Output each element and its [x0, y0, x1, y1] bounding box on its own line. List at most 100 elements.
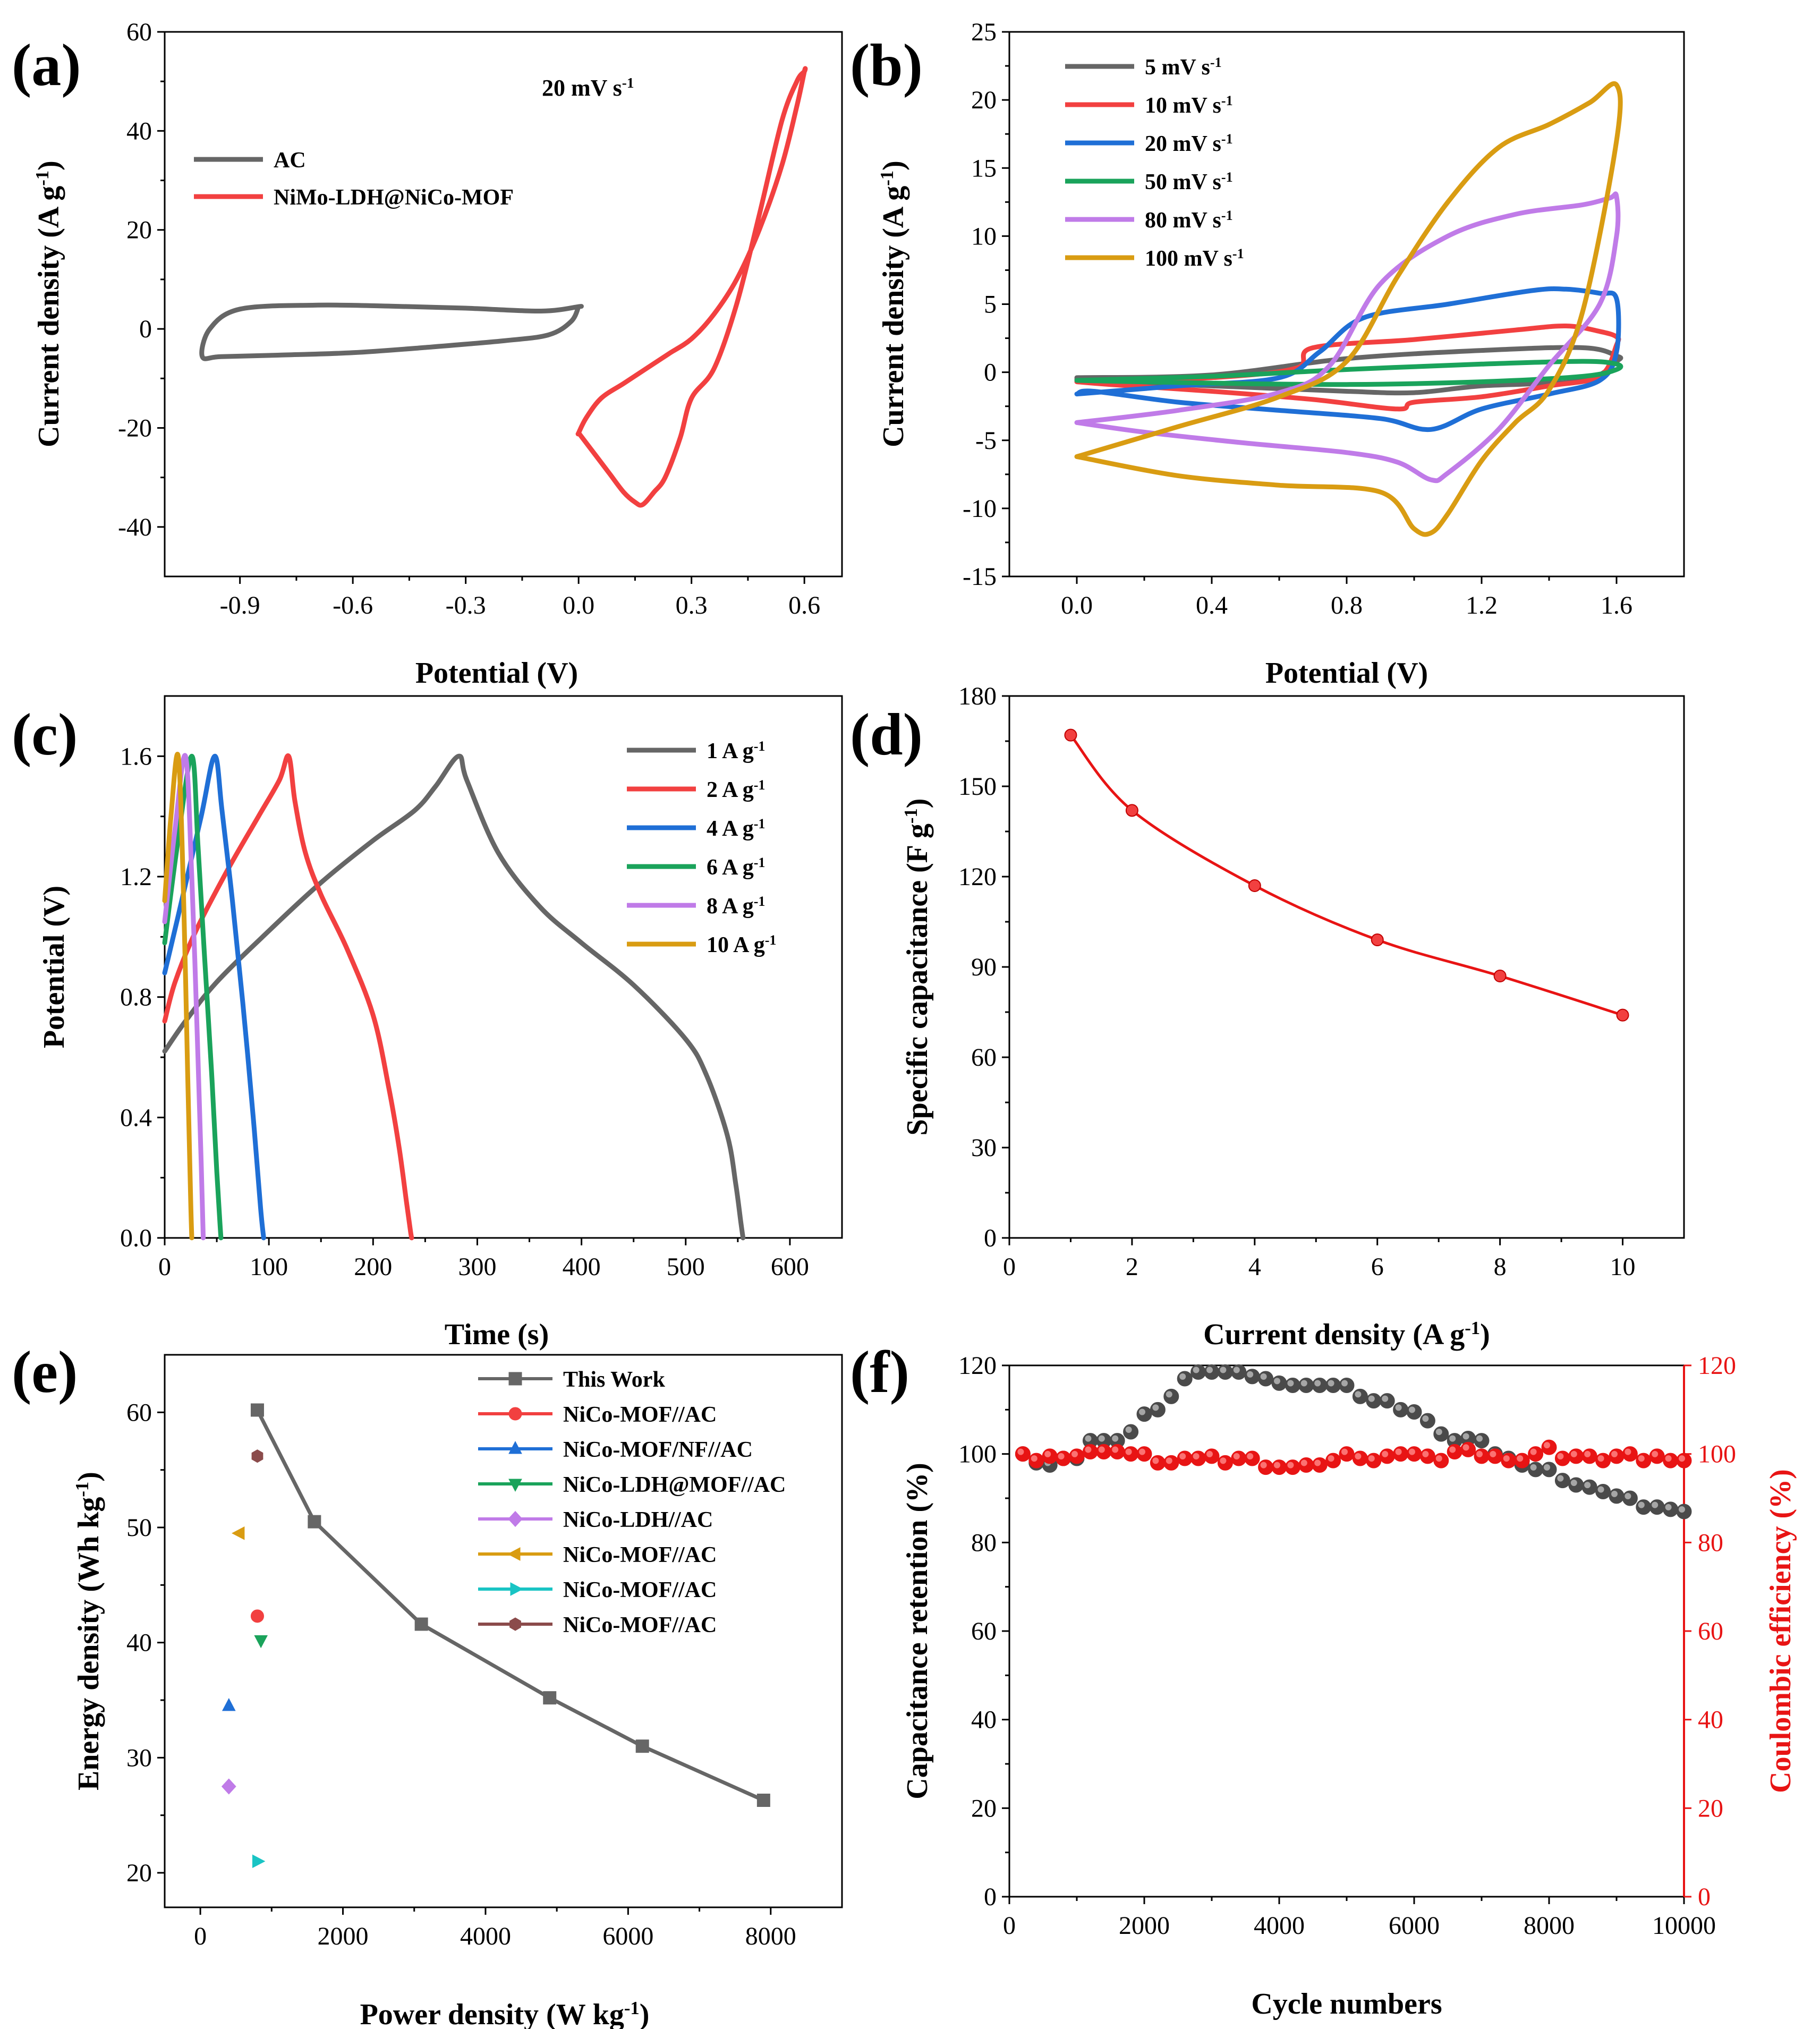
y-tick-label: 30: [971, 1134, 997, 1162]
y-tick-label: 20: [126, 216, 152, 244]
data-point-highlight: [1017, 1448, 1024, 1455]
data-point-highlight: [1193, 1453, 1200, 1459]
x-tick-label: 2000: [1119, 1912, 1170, 1940]
data-point-highlight: [1611, 1490, 1618, 1497]
x-tick-label: 2: [1126, 1253, 1138, 1281]
legend-marker: [508, 1510, 523, 1527]
y-tick-label: 0.8: [120, 983, 152, 1012]
text-segment: 80 mV s: [1145, 208, 1221, 233]
x-axis-title: Cycle numbers: [1251, 1988, 1442, 2020]
y-tick-label: 0: [984, 1224, 997, 1252]
y-tick-label: 40: [971, 1706, 997, 1734]
text-segment: NiCo-LDH//AC: [563, 1508, 713, 1532]
x-tick-label: 4000: [1254, 1912, 1305, 1940]
plot-frame: [1008, 695, 1685, 1239]
text-segment: NiCo-MOF//AC: [563, 1543, 717, 1567]
legend-label: NiMo-LDH@NiCo-MOF: [274, 185, 514, 210]
legend-label: NiCo-MOF//AC: [563, 1578, 717, 1602]
plot-data: [1074, 81, 1623, 537]
data-point-highlight: [1382, 1395, 1389, 1402]
x-tick-label: 8000: [1524, 1912, 1575, 1940]
data-point-highlight: [1435, 1429, 1442, 1436]
series-line-0: [256, 1409, 764, 1802]
x-tick-label: 10000: [1652, 1912, 1716, 1940]
text-segment: 10 mV s: [1145, 94, 1221, 118]
y-axis-title: Current density (A g-1): [877, 160, 911, 447]
series-line-0: [1069, 734, 1624, 1017]
legend-marker: [508, 1372, 522, 1386]
y-tick-label: 120: [958, 1352, 997, 1380]
data-point-highlight: [1503, 1455, 1510, 1462]
data-point: [254, 1635, 268, 1649]
x-tick-label: 300: [458, 1253, 496, 1281]
plot-data: [199, 66, 808, 508]
data-point: [222, 1697, 236, 1711]
superscript: -1: [900, 808, 921, 824]
text-segment: 4 A g: [707, 817, 754, 841]
y-right-tick-label: 100: [1698, 1440, 1736, 1468]
data-point-highlight: [1409, 1448, 1415, 1455]
data-point-highlight: [1625, 1448, 1631, 1455]
data-point-highlight: [1462, 1444, 1469, 1451]
text-segment: 100 mV s: [1145, 247, 1232, 271]
data-point-highlight: [1328, 1380, 1334, 1387]
data-point: [251, 1449, 263, 1463]
data-point-highlight: [1206, 1366, 1213, 1373]
data-point-highlight: [1476, 1435, 1483, 1442]
data-point-highlight: [1638, 1501, 1645, 1508]
data-point: [1248, 879, 1261, 892]
y-axis-title: Potential (V): [38, 886, 71, 1048]
data-point-highlight: [1435, 1455, 1442, 1462]
y-tick-label: 80: [971, 1529, 997, 1557]
legend-label: 4 A g-1: [707, 816, 765, 842]
data-point-highlight: [1152, 1457, 1159, 1464]
x-tick-label: 0: [158, 1253, 171, 1281]
data-point-highlight: [1355, 1453, 1362, 1459]
data-point-highlight: [1382, 1450, 1389, 1457]
legend-label: 50 mV s-1: [1145, 169, 1233, 195]
legend-marker: [510, 1582, 523, 1596]
text-segment: 1 A g: [707, 739, 754, 763]
series-line-5: [162, 752, 194, 1241]
data-point: [1371, 933, 1384, 946]
panel-e: 0 2000 4000 6000 8000 20 30 40 50 60 Power density…: [12, 1339, 843, 2029]
y-right-tick-label: 120: [1698, 1352, 1736, 1380]
panel-label: (a): [12, 32, 81, 98]
series-line-5: [1074, 81, 1623, 537]
superscript: -1: [1221, 169, 1233, 185]
superscript: -1: [765, 932, 777, 948]
x-tick-label: 0.3: [676, 591, 708, 619]
y-tick-label: 15: [971, 154, 997, 182]
data-point: [1125, 804, 1138, 817]
series-line-3: [1074, 359, 1623, 387]
text-segment: Current density (A g: [877, 186, 910, 447]
y-right-tick-label: 40: [1698, 1706, 1723, 1734]
y-axis-title: Energy density (Wh kg-1): [72, 1472, 106, 1790]
data-point: [252, 1854, 266, 1869]
series-line-2: [1074, 286, 1621, 432]
y-tick-label: 120: [958, 863, 997, 891]
y-tick-label: 20: [126, 1859, 152, 1887]
y-axis-title: Specific capacitance (F g-1): [900, 799, 934, 1136]
superscript: -1: [754, 738, 766, 754]
series-line-1: [575, 66, 808, 508]
y-tick-label: 30: [126, 1744, 152, 1772]
x-tick-label: -0.6: [333, 591, 373, 619]
y-tick-label: 90: [971, 953, 997, 981]
data-point-highlight: [1044, 1450, 1051, 1457]
y-right-axis-title: Coulombic efficiency (%): [1764, 1469, 1797, 1793]
y-tick-label: 0: [984, 359, 997, 387]
data-point-highlight: [1300, 1380, 1307, 1387]
data-point-highlight: [1665, 1504, 1672, 1510]
data-point-highlight: [1300, 1459, 1307, 1466]
data-point-highlight: [1085, 1435, 1092, 1442]
x-axis-title: Power density (W kg-1): [360, 1998, 650, 2029]
y-tick-label: 60: [971, 1043, 997, 1072]
data-point-highlight: [1597, 1455, 1604, 1462]
x-tick-label: 6: [1371, 1253, 1384, 1281]
x-tick-label: 8000: [745, 1922, 796, 1950]
x-tick-label: 0: [194, 1922, 207, 1950]
panel-label: (b): [850, 32, 923, 98]
data-point-highlight: [1220, 1457, 1227, 1464]
